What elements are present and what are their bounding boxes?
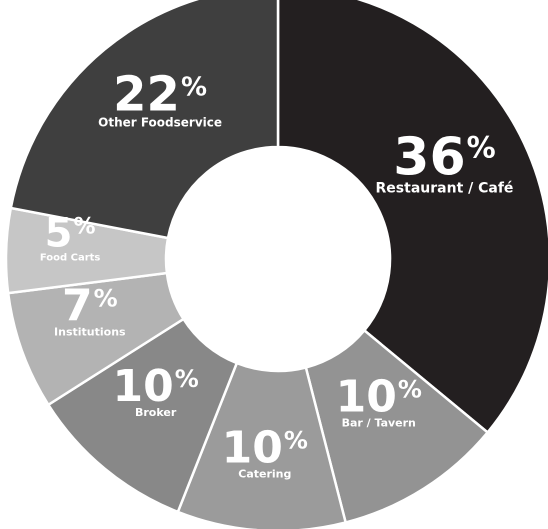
value-number: 22	[113, 66, 180, 122]
category-label-bar-tavern: Bar / Tavern	[342, 417, 416, 430]
value-number: 10	[112, 361, 173, 412]
percent-sign: %	[398, 376, 422, 404]
value-number: 10	[222, 423, 283, 474]
value-label-catering: 10%	[222, 423, 308, 474]
category-label-broker: Broker	[135, 406, 177, 419]
percent-sign: %	[94, 285, 118, 313]
percent-sign: %	[175, 365, 199, 393]
value-number: 36	[393, 128, 465, 188]
value-label-food-carts: 5%	[45, 210, 96, 256]
donut-hole	[166, 147, 390, 371]
percent-sign: %	[74, 214, 96, 239]
value-number: 10	[336, 372, 397, 423]
value-number: 7	[62, 281, 93, 332]
value-label-broker: 10%	[112, 361, 198, 412]
category-label-restaurant-caf: Restaurant / Café	[376, 181, 514, 197]
percent-sign: %	[284, 427, 308, 455]
donut-slices	[4, 0, 548, 529]
value-label-restaurant-caf: 36%	[393, 128, 495, 188]
value-label-institutions: 7%	[62, 281, 118, 332]
category-label-food-carts: Food Carts	[40, 252, 101, 263]
category-label-institutions: Institutions	[54, 326, 126, 339]
percent-sign: %	[467, 131, 496, 165]
category-label-other-foodservice: Other Foodservice	[98, 115, 222, 129]
value-label-bar-tavern: 10%	[336, 372, 422, 423]
value-label-other-foodservice: 22%	[113, 66, 207, 122]
category-label-catering: Catering	[238, 468, 291, 481]
percent-sign: %	[181, 72, 207, 102]
value-number: 5	[45, 210, 73, 256]
